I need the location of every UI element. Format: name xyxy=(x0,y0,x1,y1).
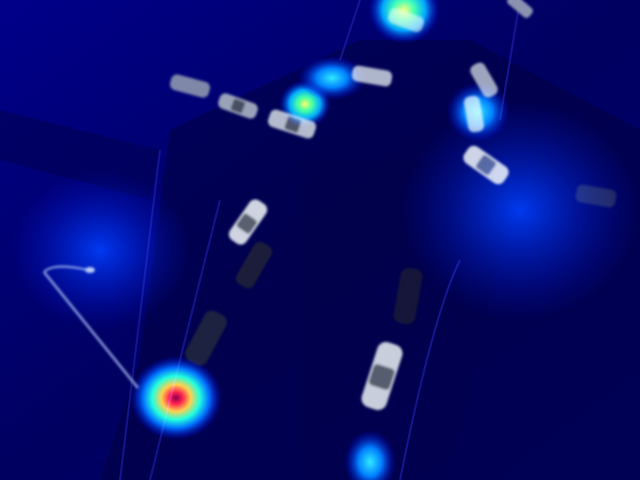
car xyxy=(228,199,268,245)
car xyxy=(169,74,211,98)
car xyxy=(185,310,227,366)
heat-cool-spot xyxy=(344,430,396,480)
heat-overlay xyxy=(10,0,640,480)
heat-cool-spot xyxy=(298,56,366,100)
car xyxy=(507,0,533,18)
heat-warm-spot xyxy=(368,0,440,44)
car xyxy=(361,341,403,411)
heat-faint xyxy=(400,100,640,320)
heat-peak-spot xyxy=(130,356,222,440)
car xyxy=(218,93,258,119)
heat-cool-spot xyxy=(446,82,510,142)
car xyxy=(393,267,423,325)
heat-faint xyxy=(10,170,190,330)
car xyxy=(235,241,273,289)
